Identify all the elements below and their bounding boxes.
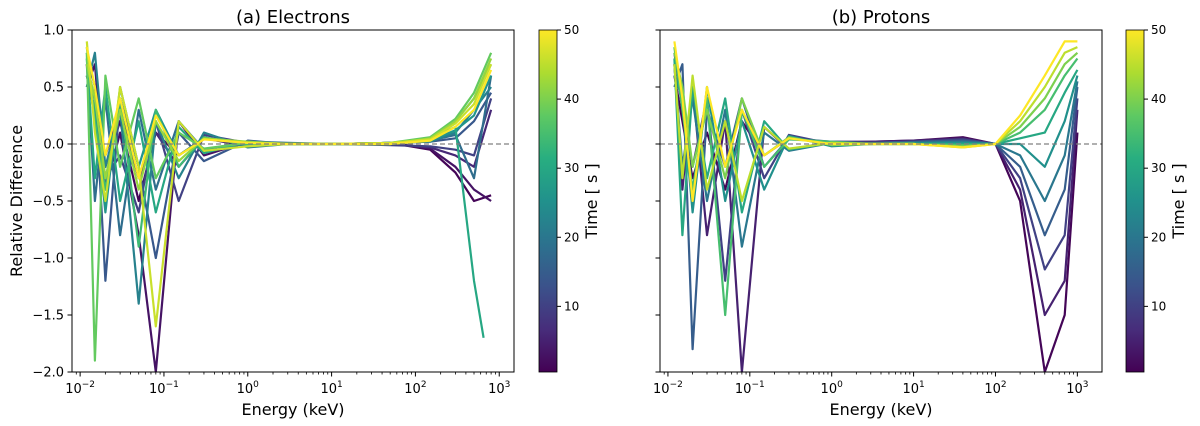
x-tick-label: 102 (404, 380, 426, 397)
panel-title: (a) Electrons (236, 7, 350, 28)
series-line-t50 (85, 46, 493, 180)
x-tick-label: 100 (821, 380, 844, 397)
y-tick-label: −1.0 (32, 252, 64, 267)
colorbar-tick-label: 30 (564, 161, 579, 175)
colorbar-tick-label: 10 (564, 299, 579, 313)
x-axis-label: Energy (keV) (829, 400, 932, 419)
x-tick-label: 10−1 (735, 380, 765, 397)
series-lines (673, 40, 1079, 372)
colorbar-tick-label: 30 (1151, 161, 1166, 175)
x-tick-label: 10−2 (653, 380, 683, 397)
colorbar-tick-label: 40 (564, 92, 579, 106)
colorbar-tick-label: 20 (1151, 230, 1166, 244)
y-tick-label: 0.0 (43, 138, 64, 153)
x-tick-label: 101 (320, 380, 342, 397)
series-line-t6 (85, 64, 493, 180)
colorbar (1125, 29, 1145, 373)
colorbar (538, 29, 558, 373)
x-tick-label: 102 (984, 380, 1006, 397)
x-tick-label: 10−2 (65, 380, 95, 397)
series-line-t5 (673, 64, 1079, 372)
y-tick-label: 1.0 (43, 24, 64, 39)
x-tick-label: 103 (1066, 380, 1088, 397)
y-axis-label: Relative Difference (7, 125, 26, 277)
y-tick-label: 0.5 (43, 81, 64, 96)
panel-electrons: 10−2 10−1 100 101 102 103 1.0 0.5 0.0 −0.5 −1.0 −1.… (7, 7, 601, 419)
x-tick-label: 10−1 (149, 380, 179, 397)
series-lines (85, 41, 493, 372)
colorbar-tick-label: 20 (564, 230, 579, 244)
panel-protons: 10−2 10−1 100 101 102 103 (b) Protons Energy (k… (653, 7, 1188, 419)
colorbar-tick-label: 50 (1151, 23, 1166, 37)
series-line-t38 (85, 52, 493, 362)
colorbar-tick-label: 40 (1151, 92, 1166, 106)
x-axis-label: Energy (keV) (241, 400, 344, 419)
colorbar-label: Time [ s ] (582, 163, 601, 239)
x-tick-label: 100 (237, 380, 260, 397)
x-tick-label: 101 (902, 380, 924, 397)
y-tick-label: −1.5 (32, 309, 64, 324)
y-tick-label: −0.5 (32, 195, 64, 210)
colorbar-tick-label: 50 (564, 23, 579, 37)
colorbar-label: Time [ s ] (1169, 163, 1188, 239)
y-tick-label: −2.0 (32, 366, 64, 381)
series-line-t14 (85, 52, 493, 282)
x-tick-label: 103 (488, 380, 510, 397)
colorbar-tick-label: 10 (1151, 299, 1166, 313)
panel-title: (b) Protons (832, 7, 931, 28)
